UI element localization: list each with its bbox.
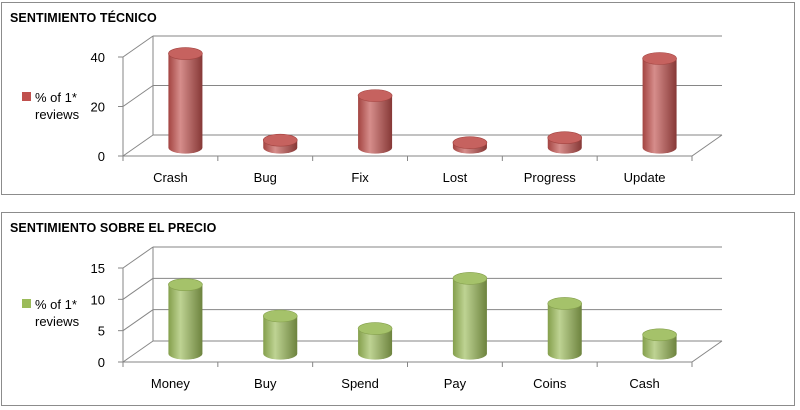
gridline-side (122, 277, 154, 300)
legend-swatch (22, 92, 31, 101)
gridline-side (122, 134, 154, 157)
chart-title: SENTIMIENTO TÉCNICO (10, 11, 157, 25)
bar-body (358, 95, 393, 154)
x-tick-label: Bug (254, 170, 277, 185)
bar-top (262, 133, 298, 147)
legend-label-line-2: reviews (35, 107, 80, 122)
bar-buy (262, 309, 298, 360)
y-tick-label: 40 (91, 50, 105, 65)
bar-coins (547, 297, 583, 360)
bar-body (263, 316, 298, 360)
price-sentiment-chart: SENTIMIENTO SOBRE EL PRECIO % of 1* revi… (1, 212, 795, 406)
gridline-side (122, 35, 154, 58)
chart-title: SENTIMIENTO SOBRE EL PRECIO (10, 221, 217, 235)
gridline-side (122, 246, 154, 269)
bar-bug (262, 133, 298, 154)
legend-label-line-1: % of 1* (35, 90, 77, 105)
legend-swatch (22, 299, 31, 308)
y-tick-label: 20 (91, 100, 105, 115)
bar-money (168, 278, 203, 360)
x-tick-label: Lost (443, 170, 468, 185)
bar-progress (547, 131, 583, 154)
bar-lost (452, 136, 488, 154)
y-tick-label: 10 (91, 292, 105, 307)
plot-area: 0 20 40 Crash Bug Fix Lost Progress Update (91, 35, 723, 185)
y-tick-label: 5 (98, 324, 105, 339)
bar-update (642, 52, 677, 154)
bar-top (168, 278, 203, 291)
legend: % of 1* reviews (22, 89, 79, 123)
bar-top (642, 328, 677, 342)
bar-top (262, 309, 298, 323)
floor-edge (123, 134, 723, 157)
gridline-side (122, 309, 154, 332)
gridline-side (122, 85, 154, 107)
gridline-side (122, 340, 154, 363)
bar-spend (357, 322, 393, 360)
bar-body (642, 334, 677, 360)
x-tick-label: Update (624, 170, 666, 185)
y-tick-label: 0 (98, 149, 105, 164)
bar-top (452, 272, 488, 285)
x-tick-label: Fix (351, 170, 369, 185)
x-tick-label: Pay (444, 376, 467, 391)
x-tick-label: Coins (533, 376, 567, 391)
x-tick-label: Crash (153, 170, 188, 185)
y-tick-label: 15 (91, 261, 105, 276)
bar-top (168, 47, 203, 60)
y-tick-label: 0 (98, 355, 105, 370)
bar-top (547, 131, 583, 144)
legend-label-line-2: reviews (35, 314, 80, 329)
bar-fix (357, 89, 393, 154)
bar-body (642, 58, 677, 154)
technical-sentiment-chart: SENTIMIENTO TÉCNICO % of 1* reviews 0 20 4… (1, 2, 795, 195)
bar-top (452, 136, 488, 149)
bar-body (547, 303, 582, 360)
x-tick-label: Buy (254, 376, 277, 391)
legend-label-line-1: % of 1* (35, 297, 77, 312)
bar-top (357, 322, 393, 335)
bar-body (452, 278, 487, 360)
x-tick-label: Money (151, 376, 191, 391)
bar-top (547, 297, 583, 310)
axes-frame (122, 247, 154, 362)
bar-pay (452, 272, 488, 360)
x-tick-label: Progress (524, 170, 577, 185)
plot-area: 0 5 10 15 Money Buy Spend Pay Coins Cash (91, 246, 723, 391)
floor-edge (123, 340, 723, 363)
x-tick-label: Cash (629, 376, 659, 391)
bar-body (168, 53, 203, 154)
bar-cash (642, 328, 677, 360)
x-tick-label: Spend (341, 376, 379, 391)
legend: % of 1* reviews (22, 296, 79, 330)
bar-crash (168, 47, 203, 154)
bar-top (642, 52, 677, 65)
bar-body (358, 328, 393, 360)
bar-top (357, 89, 393, 102)
bar-body (168, 284, 203, 360)
